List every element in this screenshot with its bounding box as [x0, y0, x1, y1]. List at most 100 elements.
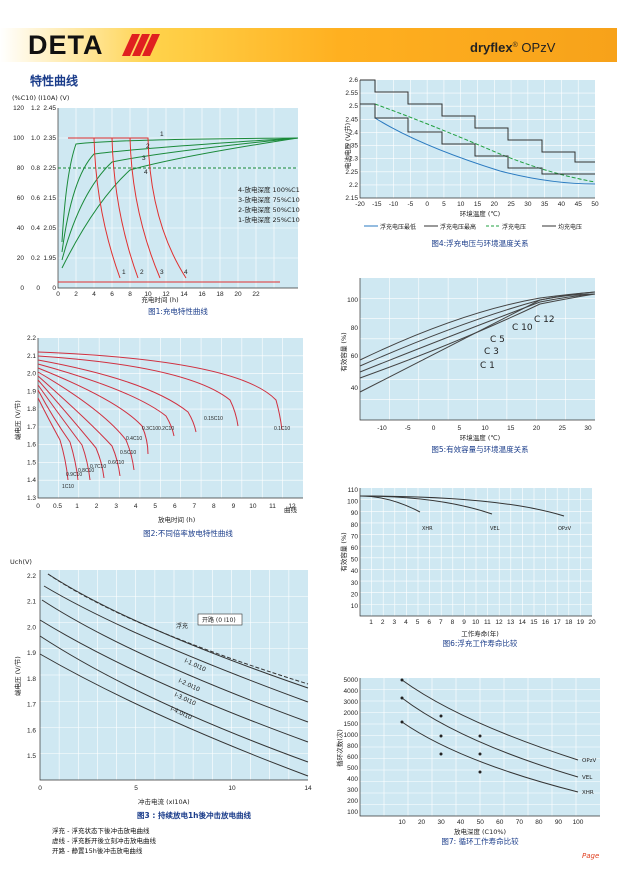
tick-label: 3000: [344, 699, 359, 706]
fig7-cycle-life-chart: 5000 4000 3000 2000 1500 1000 800 600 500 400 300 2…: [335, 677, 600, 846]
tick-label: 0: [425, 201, 429, 208]
tick-label: 25: [559, 425, 567, 432]
fig6-x-ticks: 1 2 3 4 5 6 7 8 9 10 11 12 13 14 15 16 17 18 19 20: [369, 619, 596, 626]
product-name-bold: dryflex: [470, 40, 513, 55]
tick-label: 2.1: [27, 353, 36, 360]
tick-label: 1: [369, 619, 373, 626]
fig6-caption: 图6:浮充工作寿命比较: [443, 638, 518, 648]
tick-label: 25: [507, 201, 515, 208]
fig2-x-unit: 曲线: [284, 505, 298, 514]
tick-label: 1.2: [31, 105, 40, 112]
tick-label: 10: [481, 425, 489, 432]
tick-label: 12: [288, 503, 296, 510]
tick-label: 5: [153, 503, 157, 510]
tick-label: 0: [20, 285, 24, 292]
tick-label: 1000: [344, 732, 359, 739]
tick-label: 5000: [344, 677, 359, 684]
tick-label: 15: [474, 201, 482, 208]
tick-label: 4: [134, 503, 138, 510]
tick-label: 10: [228, 785, 236, 792]
svg-text:开路 (0 I10): 开路 (0 I10): [202, 616, 236, 624]
tick-label: 110: [348, 487, 359, 494]
tick-label: 20: [234, 291, 242, 298]
fig1-y-ticks-pct: 120 100 80 60 40 20 0: [13, 105, 24, 292]
tick-label: 800: [347, 743, 358, 750]
fig1-current-curves: [58, 137, 280, 283]
tick-label: 60: [17, 195, 25, 202]
tick-label: 2.35: [43, 135, 56, 142]
tick-label: 300: [347, 787, 358, 794]
tick-label: 2.0: [27, 371, 36, 378]
svg-text:均充电压: 均充电压: [558, 223, 582, 231]
tick-label: 2.45: [43, 105, 56, 112]
svg-text:4: 4: [184, 269, 188, 276]
fig1-legend: 4-放电深度 100%C10 3-放电深度 75%C10 2-放电深度 50%C…: [238, 185, 300, 224]
tick-label: 2.3: [349, 156, 358, 163]
tick-label: 5: [416, 619, 420, 626]
fig3-y-top: Uch(V): [10, 558, 32, 566]
tick-label: 1.4: [27, 477, 36, 484]
tick-label: 35: [541, 201, 549, 208]
tick-label: 15: [507, 425, 515, 432]
svg-text:C 10: C 10: [512, 323, 533, 333]
tick-label: 14: [180, 291, 188, 298]
fig2-caption: 图2:不同倍率放电特性曲线: [143, 528, 233, 538]
fig4-y-label: 电池电压 (V/节): [343, 123, 352, 169]
tick-label: 0.4: [31, 225, 40, 232]
brand-logo: DETA: [28, 30, 104, 60]
fig5-caption: 图5:有效容量与环境温度关系: [431, 444, 529, 454]
svg-text:浮充电压最高: 浮充电压最高: [440, 223, 476, 231]
tick-label: 30: [351, 580, 359, 587]
tick-label: 11: [484, 619, 491, 626]
tick-label: 30: [437, 819, 445, 826]
tick-label: 1.6: [27, 727, 36, 734]
tick-label: 50: [351, 557, 359, 564]
fig4-caption: 图4:浮充电压与环境温度关系: [431, 238, 529, 248]
fig7-points: [400, 678, 482, 774]
tick-label: 9: [232, 503, 236, 510]
tick-label: 120: [13, 105, 24, 112]
tick-label: 80: [351, 522, 359, 529]
tick-label: 40: [457, 819, 465, 826]
tick-label: 80: [351, 325, 359, 332]
tick-label: 2.55: [345, 90, 358, 97]
svg-text:OPzV: OPzV: [582, 758, 597, 764]
fig4-legend: 浮充电压最低 浮充电压最高 浮充电压 均充电压: [364, 223, 582, 231]
page-marker: Page: [582, 852, 600, 860]
fig4-y-ticks: 2.6 2.55 2.5 2.45 2.4 2.35 2.3 2.25 2.2 2.15: [345, 77, 358, 202]
tick-label: 10: [351, 603, 359, 610]
tick-label: 2.25: [43, 165, 56, 172]
tick-label: 600: [347, 754, 358, 761]
tick-label: 200: [347, 798, 358, 805]
tick-label: 3: [114, 503, 118, 510]
fig1-x-ticks: 0 2 4 6 8 10 12 14 16 18 20 22: [56, 291, 260, 298]
tick-label: 20: [491, 201, 499, 208]
fig7-caption: 图7: 循环工作寿命比较: [441, 836, 519, 846]
svg-text:2-放电深度 50%C10: 2-放电深度 50%C10: [238, 205, 300, 214]
fig6-y-ticks: 110 100 90 80 70 60 50 40 30 20 10: [347, 487, 358, 610]
fig6-labels: XHR VEL OPzV: [422, 526, 572, 532]
tick-label: 14: [304, 785, 312, 792]
fig1-voltage-curves: [58, 137, 299, 269]
tick-label: 30: [584, 425, 592, 432]
fig4-float-voltage-chart: 2.62.552.52.452.42.352.32.252.22.15 -20-…: [343, 77, 599, 248]
tick-label: 7: [192, 503, 196, 510]
tick-label: 11: [269, 503, 276, 510]
fig5-x-ticks: -10 -5 0 5 10 15 20 25 30: [377, 425, 592, 432]
tick-label: 19: [577, 619, 585, 626]
tick-label: -15: [372, 201, 382, 208]
svg-text:浮充电压: 浮充电压: [502, 223, 526, 231]
tick-label: 0.2: [31, 255, 40, 262]
fig3-y-label: 端电压 (V/节): [13, 656, 22, 696]
svg-text:0.3C10: 0.3C10: [142, 426, 158, 432]
svg-text:1: 1: [160, 131, 164, 138]
fig2-discharge-chart: 2.22.12.01.91.81.71.61.51.41.3 0 0.5 1 2 3 4 5…: [13, 335, 303, 538]
svg-text:3-放电深度 75%C10: 3-放电深度 75%C10: [238, 195, 300, 204]
fig1-y-header: (%C10) (I10A) (V): [12, 94, 69, 102]
tick-label: 1.6: [27, 442, 36, 449]
tick-label: 10: [144, 291, 152, 298]
fig2-curves: [37, 351, 283, 481]
svg-text:0.6C10: 0.6C10: [108, 460, 124, 466]
